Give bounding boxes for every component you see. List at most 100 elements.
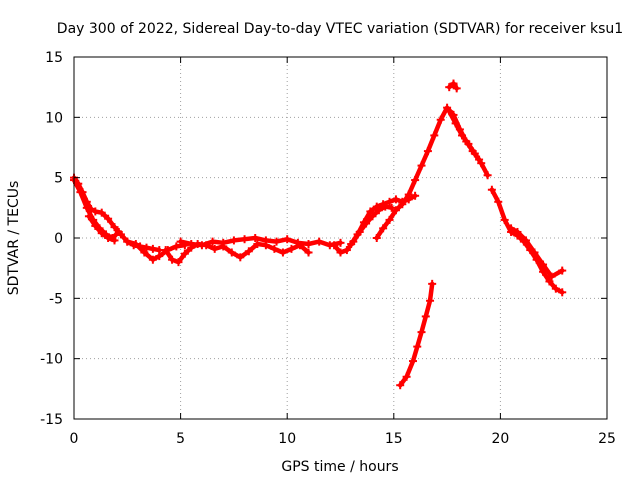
series-track-6 (176, 234, 345, 250)
y-axis-label: SDTVAR / TECUs (6, 181, 22, 296)
y-tick-label: 0 (54, 231, 63, 247)
series-trace (489, 187, 565, 295)
data-point (445, 107, 454, 116)
data-point (458, 131, 467, 140)
series-trace (71, 175, 162, 253)
data-point (494, 197, 503, 206)
data-point (208, 237, 217, 246)
data-point (155, 252, 164, 261)
data-point (253, 240, 262, 249)
data-point (379, 224, 388, 233)
y-tick-label: -5 (49, 291, 63, 307)
data-point (483, 171, 492, 180)
y-tick-label: -10 (40, 352, 63, 368)
data-point (408, 357, 417, 366)
series-track-1 (70, 173, 164, 255)
data-point (287, 244, 296, 253)
data-point (270, 244, 279, 253)
data-point (304, 248, 313, 257)
series-trace (397, 281, 435, 388)
data-point (398, 200, 407, 209)
data-point (104, 214, 113, 223)
data-point (372, 202, 381, 211)
data-point (428, 279, 437, 288)
data-point (558, 288, 567, 297)
series-trace (178, 235, 343, 248)
data-point (413, 342, 422, 351)
series-track-9 (372, 103, 484, 242)
data-point (477, 159, 486, 168)
data-point (547, 272, 556, 281)
chart-title: Day 300 of 2022, Sidereal Day-to-day VTE… (57, 21, 623, 37)
data-point (97, 229, 106, 238)
data-point (278, 248, 287, 257)
data-point (449, 79, 458, 88)
data-point (330, 241, 339, 250)
data-point (423, 147, 432, 156)
data-point (84, 212, 93, 221)
data-point (551, 284, 560, 293)
x-tick-label: 15 (385, 431, 403, 447)
data-point (172, 242, 181, 251)
data-point (379, 200, 388, 209)
series-track-11 (445, 107, 492, 180)
data-point (396, 381, 405, 390)
data-point (451, 119, 460, 128)
data-point (558, 266, 567, 275)
data-point (227, 248, 236, 257)
y-tick-label: 5 (54, 171, 63, 187)
series-track-13 (507, 224, 567, 281)
series-track-7 (330, 202, 396, 257)
x-tick-label: 25 (598, 431, 616, 447)
series-track-8 (347, 191, 420, 249)
series-trace (374, 105, 482, 241)
x-tick-label: 20 (491, 431, 509, 447)
data-point (114, 227, 123, 236)
series-track-10 (445, 79, 461, 93)
data-point (436, 115, 445, 124)
data-point (76, 188, 85, 197)
data-point (445, 83, 454, 92)
data-point (148, 255, 157, 264)
data-point (229, 236, 238, 245)
x-tick-label: 0 (70, 431, 79, 447)
data-point (187, 240, 196, 249)
grid (74, 57, 607, 419)
data-point (131, 240, 140, 249)
data-point (464, 139, 473, 148)
data-point (366, 207, 375, 216)
x-tick-label: 10 (278, 431, 296, 447)
series-track-2 (70, 176, 123, 242)
x-axis-label: GPS time / hours (281, 459, 398, 475)
data-point (251, 234, 260, 242)
data-point (236, 253, 245, 262)
data-point (507, 224, 516, 233)
data-point (411, 176, 420, 185)
data-point (244, 247, 253, 256)
data-point (411, 191, 420, 200)
data-point (283, 235, 292, 244)
data-point (487, 185, 496, 194)
data-point (240, 235, 249, 244)
series-track-14 (396, 279, 437, 390)
data-point (180, 249, 189, 258)
data-point (91, 221, 100, 230)
data-point (293, 238, 302, 247)
axes-ticks: 0 5 10 15 20 25 -15 -10 -5 0 5 10 15 (40, 50, 616, 447)
data-point (148, 244, 157, 253)
data-point (500, 215, 509, 224)
data-point (110, 236, 119, 245)
data-point (142, 243, 151, 252)
y-tick-label: 15 (45, 50, 63, 66)
data-point (176, 237, 185, 246)
data-point (261, 236, 270, 245)
data-point (470, 149, 479, 158)
data-point (385, 197, 394, 206)
data-series (70, 79, 567, 390)
data-point (123, 237, 132, 246)
data-point (539, 260, 548, 269)
data-point (315, 237, 324, 246)
data-point (521, 236, 530, 245)
data-point (385, 215, 394, 224)
data-point (174, 258, 183, 267)
